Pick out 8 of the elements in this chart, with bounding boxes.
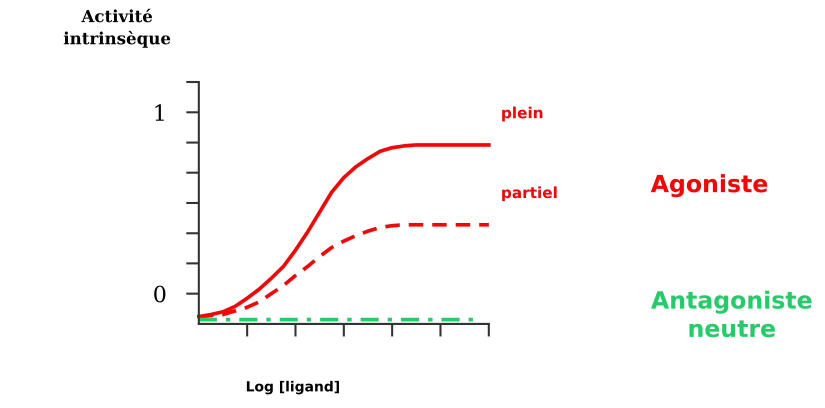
x-axis-title: Log [ligand] (246, 380, 339, 394)
series-label: plein (502, 106, 542, 122)
y-tick-label: 1 (155, 104, 164, 121)
y-axis-title: Activité intrinsèque (64, 8, 170, 48)
text: Agoniste (650, 174, 768, 198)
text: Antagoniste neutre (651, 290, 812, 338)
series-label: partiel (502, 186, 557, 202)
y-tick-label: 0 (154, 286, 166, 302)
